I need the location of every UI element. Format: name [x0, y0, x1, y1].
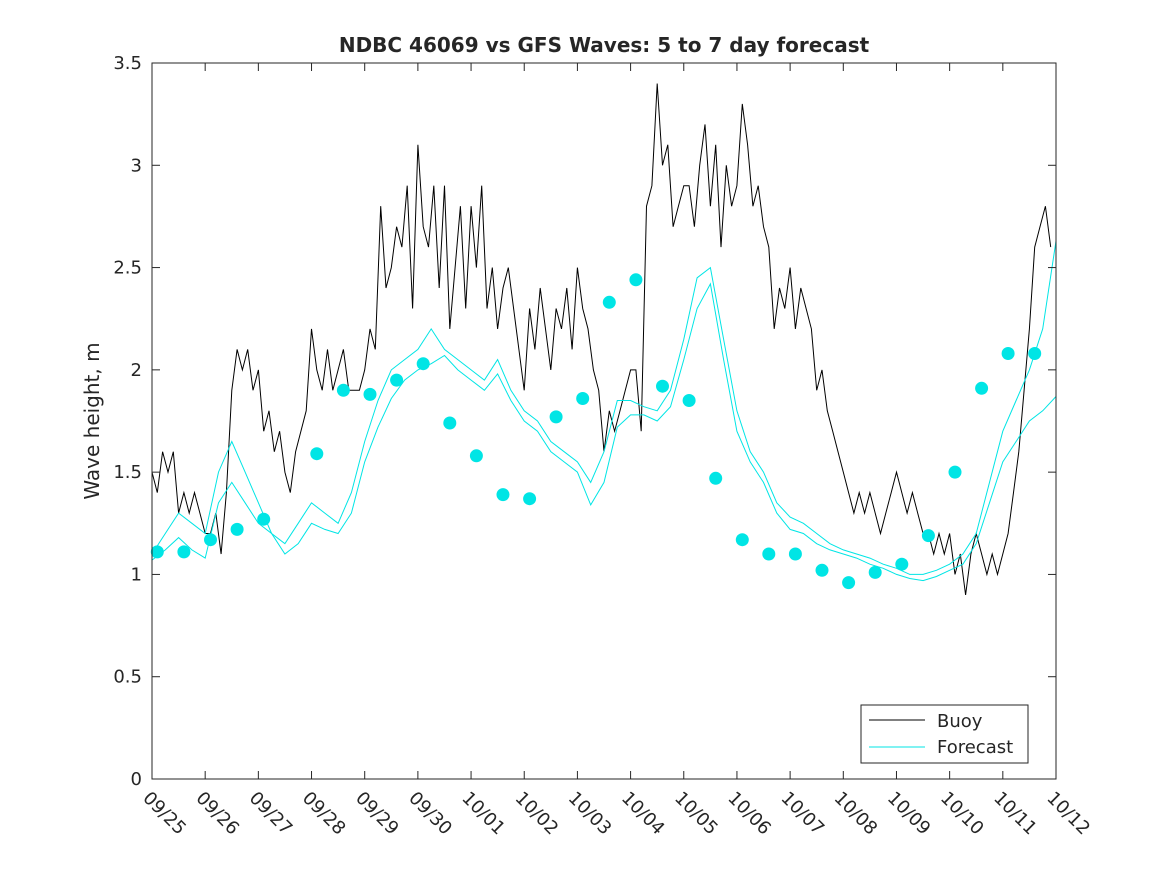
series-line-forecast	[151, 282, 1057, 582]
forecast-point	[921, 529, 935, 543]
forecast-point	[150, 545, 164, 559]
legend: Buoy Forecast	[860, 704, 1029, 764]
forecast-point	[416, 357, 430, 371]
y-axis-label: Wave height, m	[80, 342, 104, 499]
forecast-point	[523, 492, 537, 506]
forecast-point	[390, 373, 404, 387]
forecast-point	[469, 449, 483, 463]
forecast-point	[1001, 347, 1015, 360]
legend-box	[860, 704, 1029, 764]
y-axis: 0 0.5 1 1.5 2 2.5 3 3.5	[113, 53, 1056, 790]
forecast-point	[363, 387, 377, 401]
forecast-point	[682, 394, 696, 407]
forecast-point	[257, 512, 271, 526]
series-layer	[151, 83, 1057, 595]
forecast-point	[629, 273, 643, 287]
legend-label-buoy: Buoy	[937, 711, 983, 732]
forecast-point	[1028, 347, 1042, 360]
forecast-point	[204, 533, 217, 547]
axes-box	[151, 62, 1057, 780]
forecast-point	[656, 379, 669, 393]
forecast-point	[602, 295, 616, 309]
y-tick-label: 2	[131, 360, 142, 381]
forecast-point	[443, 416, 457, 430]
forecast-point	[762, 547, 776, 561]
forecast-point	[815, 563, 829, 577]
forecast-point	[788, 547, 802, 561]
y-tick-label: 0.5	[113, 667, 142, 688]
forecast-point	[230, 522, 244, 536]
forecast-point	[868, 565, 882, 579]
y-tick-label: 3	[131, 155, 142, 176]
y-tick-label: 2.5	[113, 258, 142, 279]
y-tick-label: 1.5	[113, 462, 142, 483]
forecast-point	[895, 557, 909, 571]
marker-layer	[150, 273, 1042, 590]
legend-label-forecast: Forecast	[937, 737, 1013, 758]
forecast-point	[948, 465, 962, 479]
forecast-point	[842, 576, 856, 590]
y-tick-label: 0	[131, 769, 142, 790]
forecast-point	[576, 392, 590, 405]
forecast-point	[709, 471, 723, 485]
forecast-point	[975, 381, 989, 395]
series-line-buoy	[151, 83, 1052, 595]
chart-title: NDBC 46069 vs GFS Waves: 5 to 7 day fore…	[339, 33, 870, 57]
y-tick-label: 3.5	[113, 53, 142, 74]
forecast-point	[549, 410, 563, 424]
series-line-forecast-5-day	[151, 240, 1057, 575]
forecast-point	[735, 533, 749, 547]
forecast-point	[496, 488, 510, 502]
forecast-point	[177, 545, 191, 559]
forecast-point	[336, 383, 350, 397]
plot-area	[152, 63, 1056, 779]
forecast-point	[310, 447, 324, 461]
y-tick-label: 1	[131, 564, 142, 585]
